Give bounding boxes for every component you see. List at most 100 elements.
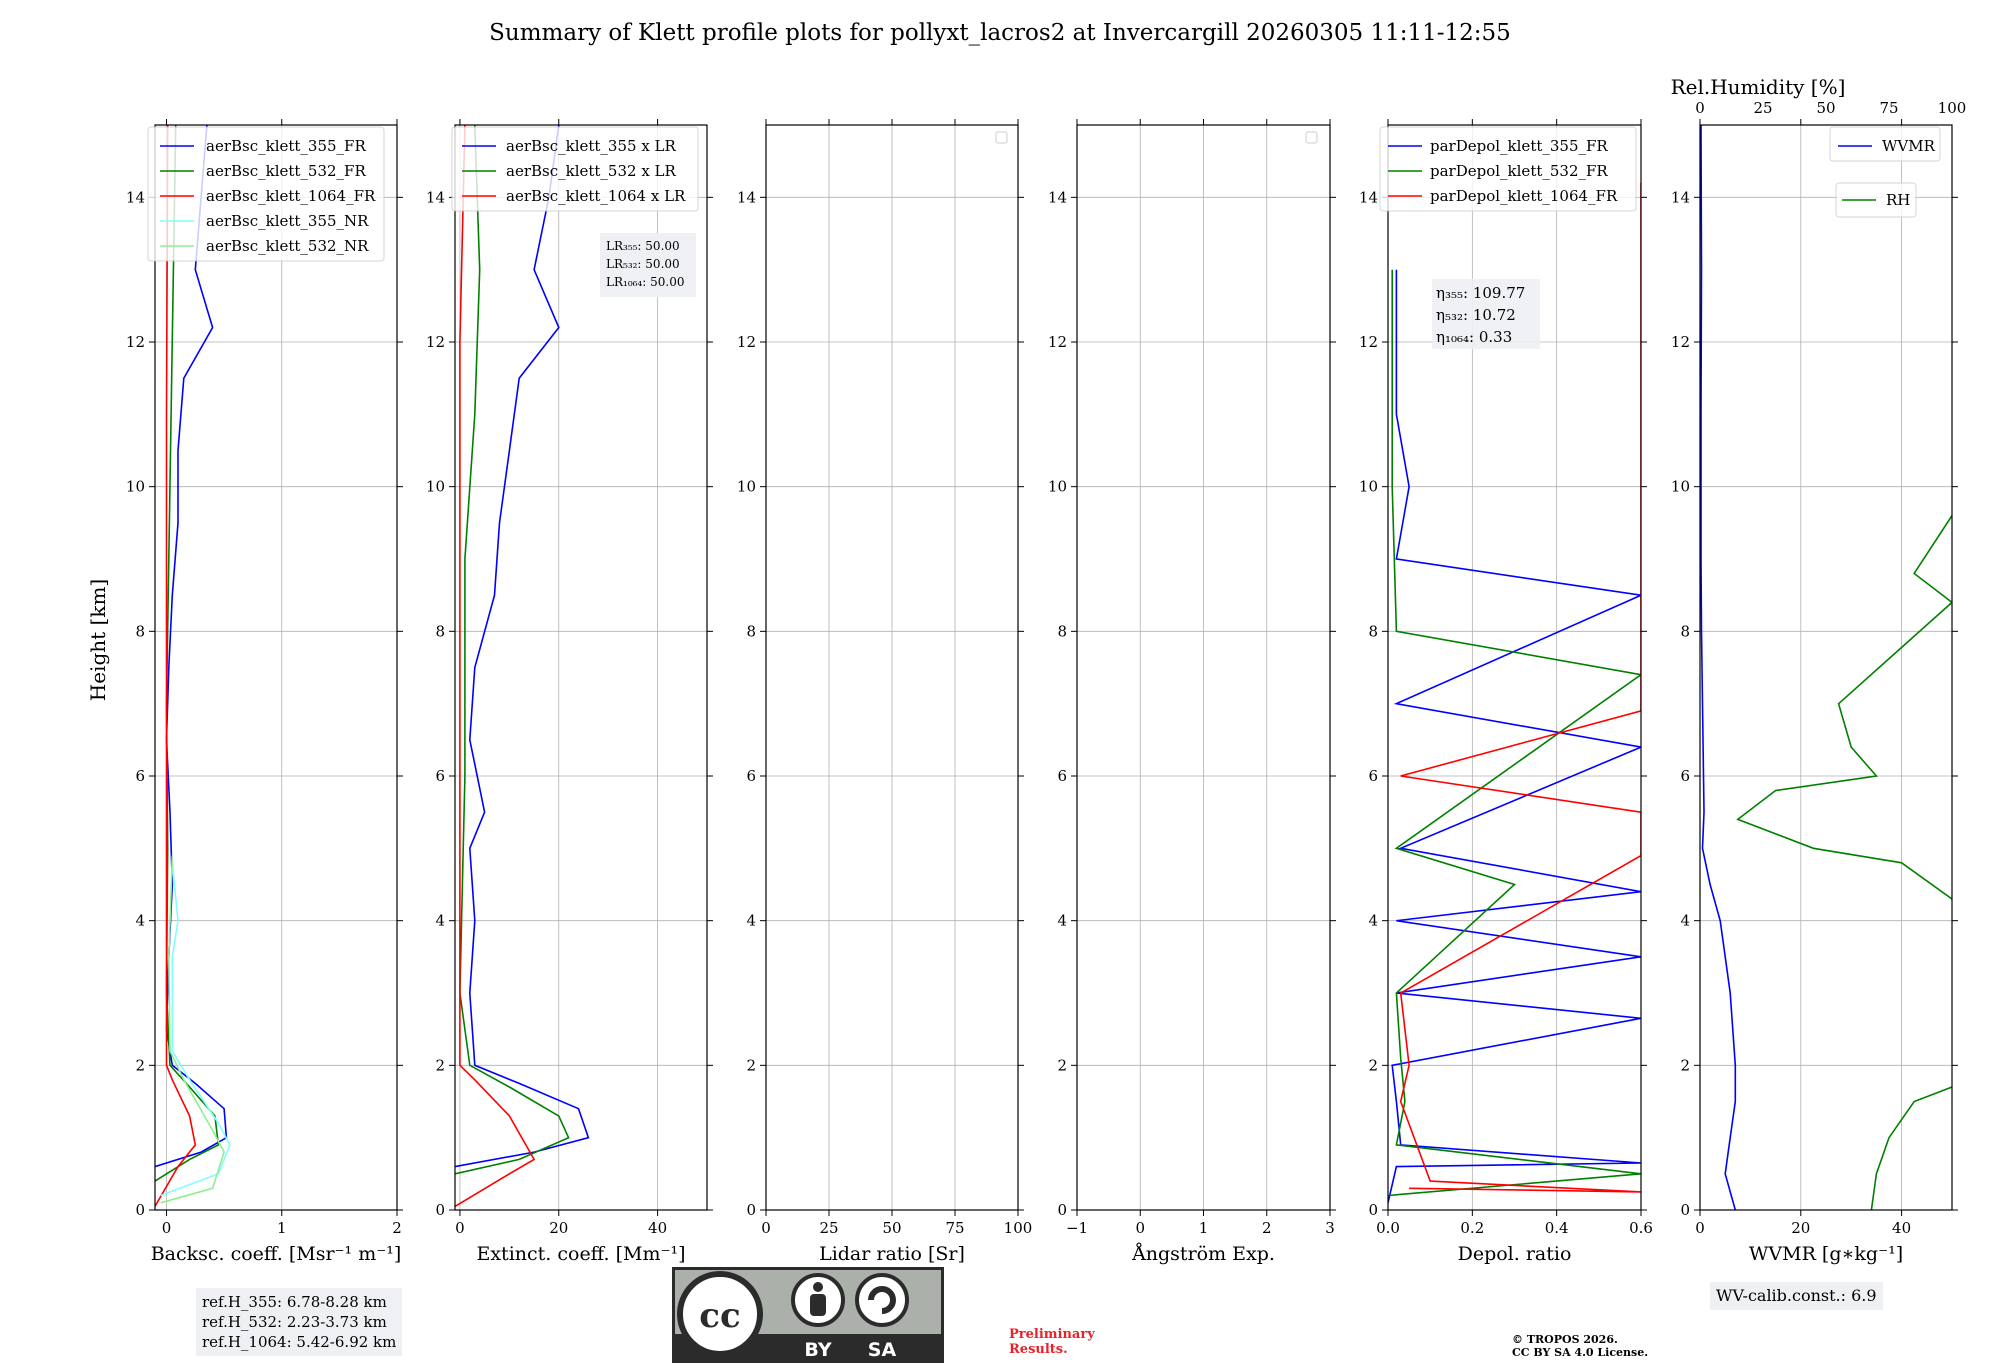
y-tick-label: 8: [1057, 622, 1067, 640]
x-tick-label: 0.4: [1545, 1219, 1569, 1237]
y-tick-label: 8: [1368, 622, 1378, 640]
series-line-aerBsc_klett_532_NR: [160, 855, 225, 1204]
copyright-note: © TROPOS 2026. CC BY SA 4.0 License.: [1512, 1333, 1648, 1359]
x-tick-label: 1: [1199, 1219, 1209, 1237]
y-tick-label: 0: [1057, 1201, 1067, 1219]
lidar-ratio-box: LR₃₅₅: 50.00 LR₅₃₂: 50.00 LR₁₀₆₄: 50.00: [600, 233, 696, 297]
legend-label: RH: [1886, 191, 1910, 209]
y-tick-label: 2: [1368, 1056, 1378, 1074]
ref-h-355: ref.H_355: 6.78-8.28 km: [202, 1293, 387, 1311]
series-group: [455, 125, 590, 1208]
x-tick-label: 0: [1695, 1219, 1705, 1237]
y-tick-label: 12: [426, 333, 445, 351]
y-tick-label: 2: [1680, 1056, 1690, 1074]
y-tick-label: 14: [737, 188, 756, 206]
x-tick-label: 3: [1325, 1219, 1335, 1237]
x-tick-label: 40: [648, 1219, 667, 1237]
reference-height-box: ref.H_355: 6.78-8.28 km ref.H_532: 2.23-…: [196, 1288, 403, 1356]
x-tick-label: −1: [1066, 1219, 1088, 1237]
y-tick-label: 0: [1680, 1201, 1690, 1219]
x-tick-label: 0: [455, 1219, 465, 1237]
legend-label: aerBsc_klett_1064_FR: [206, 187, 376, 205]
top-tick-label: 75: [1879, 99, 1898, 117]
prelim-line-1: Preliminary: [1009, 1327, 1095, 1342]
x-tick-label: 0.2: [1460, 1219, 1484, 1237]
series-line-aerBsc_klett_1064 x LR: [455, 125, 536, 1208]
x-tick-label: 25: [819, 1219, 838, 1237]
series-line-RH: [1870, 1086, 1952, 1210]
x-axis-label: WVMR [g∗kg⁻¹]: [1749, 1243, 1903, 1265]
ref-h-532: ref.H_532: 2.23-3.73 km: [202, 1313, 387, 1331]
x-tick-label: 2: [392, 1219, 402, 1237]
y-tick-label: 6: [435, 767, 445, 785]
prelim-line-2: Results.: [1009, 1342, 1068, 1357]
y-tick-label: 10: [426, 478, 445, 496]
wv-calib-text: WV-calib.const.: 6.9: [1716, 1286, 1877, 1305]
y-axis-label: Height [km]: [86, 579, 110, 701]
x-tick-label: 75: [945, 1219, 964, 1237]
y-tick-label: 4: [135, 912, 145, 930]
legend-label: parDepol_klett_355_FR: [1430, 137, 1608, 155]
panel-3: 0 25 50 75 100 0 2 4 6 8 10 12 14 Lidar ratio [Sr]: [737, 119, 1032, 1265]
legend-label: parDepol_klett_532_FR: [1430, 162, 1608, 180]
top-tick-label: 50: [1816, 99, 1835, 117]
x-axis-label: Ångström Exp.: [1131, 1243, 1275, 1265]
y-tick-label: 6: [1368, 767, 1378, 785]
plot-frame: [454, 124, 708, 1211]
y-tick-label: 14: [1048, 188, 1067, 206]
series-line-aerBsc_klett_532_FR: [155, 125, 220, 1182]
legend-label: aerBsc_klett_355 x LR: [506, 137, 677, 155]
y-tick-label: 8: [435, 622, 445, 640]
y-tick-label: 14: [126, 188, 145, 206]
legend-label: WVMR: [1882, 137, 1936, 155]
y-tick-label: 6: [746, 767, 756, 785]
series-line-parDepol_klett_1064_FR: [1399, 182, 1641, 1193]
cc-logo-text: cc: [699, 1296, 740, 1336]
y-tick-label: 4: [1680, 912, 1690, 930]
x-tick-label: 50: [882, 1219, 901, 1237]
legend-label: aerBsc_klett_532_FR: [206, 162, 366, 180]
top-tick-label: 25: [1753, 99, 1772, 117]
cc-by-text: BY: [804, 1339, 831, 1361]
series-line-WVMR: [1700, 125, 1737, 1210]
sa-icon: [855, 1273, 909, 1327]
x-axis-label: Backsc. coeff. [Msr⁻¹ m⁻¹]: [151, 1243, 402, 1265]
x-tick-label: 0: [1135, 1219, 1145, 1237]
series-line-aerBsc_klett_532 x LR: [455, 125, 570, 1175]
top-axis-label: Rel.Humidity [%]: [1671, 75, 1846, 99]
y-tick-label: 2: [135, 1056, 145, 1074]
series-line-RH: [1736, 515, 1952, 900]
lr355-text: LR₃₅₅: 50.00: [606, 239, 680, 253]
y-tick-label: 6: [135, 767, 145, 785]
y-tick-label: 14: [1359, 188, 1378, 206]
series-group: [1700, 125, 1952, 1210]
y-tick-label: 10: [1048, 478, 1067, 496]
eta532-text: η₅₃₂: 10.72: [1436, 306, 1516, 324]
y-tick-label: 0: [135, 1201, 145, 1219]
empty-legend-box: [995, 131, 1008, 144]
y-tick-label: 4: [1368, 912, 1378, 930]
plot-frame: [1699, 124, 1953, 1211]
y-tick-label: 8: [746, 622, 756, 640]
top-tick-label: 100: [1938, 99, 1967, 117]
series-group: [1388, 182, 1641, 1203]
y-tick-label: 14: [1671, 188, 1690, 206]
y-tick-label: 12: [1359, 333, 1378, 351]
figure-title: Summary of Klett profile plots for polly…: [489, 20, 1511, 46]
series-line-parDepol_klett_355_FR: [1388, 269, 1641, 1203]
x-tick-label: 0: [162, 1219, 172, 1237]
legend-label: aerBsc_klett_532_NR: [206, 237, 369, 255]
x-tick-label: 0.0: [1376, 1219, 1400, 1237]
y-tick-label: 12: [737, 333, 756, 351]
y-tick-label: 12: [1048, 333, 1067, 351]
legend-panel-1: aerBsc_klett_355_FR aerBsc_klett_532_FR …: [147, 126, 385, 262]
cc-sa-text: SA: [868, 1339, 897, 1361]
y-tick-label: 10: [1671, 478, 1690, 496]
eta-box: η₃₅₅: 109.77 η₅₃₂: 10.72 η₁₀₆₄: 0.33: [1432, 279, 1540, 349]
series-group: [155, 125, 231, 1207]
copyright-line-2: CC BY SA 4.0 License.: [1512, 1346, 1649, 1359]
eta1064-text: η₁₀₆₄: 0.33: [1436, 328, 1512, 346]
y-tick-label: 8: [1680, 622, 1690, 640]
x-axis-label: Extinct. coeff. [Mm⁻¹]: [476, 1243, 685, 1265]
